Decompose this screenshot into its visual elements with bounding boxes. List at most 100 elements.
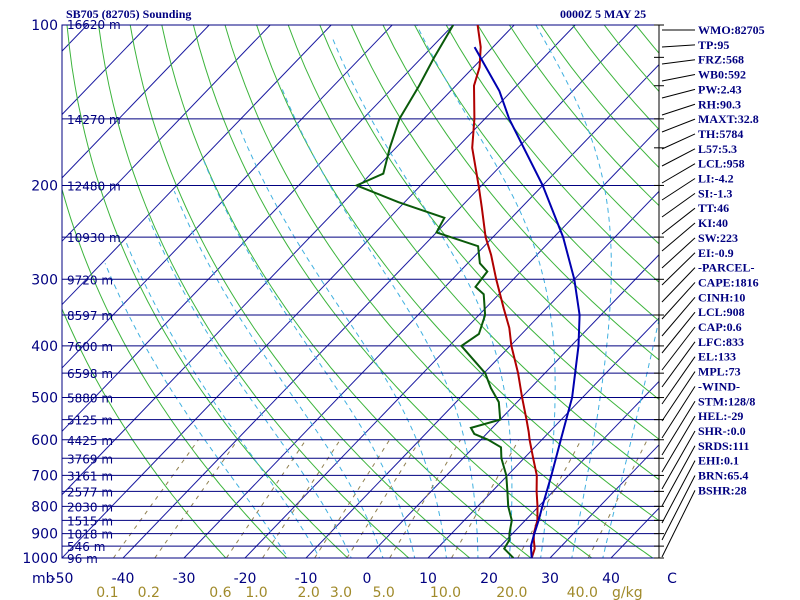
- temperature-tick-label: -50: [51, 571, 74, 587]
- index-leader: [661, 59, 696, 65]
- index-leader: [661, 118, 696, 133]
- index-leader: [661, 192, 696, 218]
- index-panel: WMO:82705TP:95FRZ:568WB0:592PW:2.43RH:90…: [661, 23, 765, 558]
- dry-adiabat: [319, 25, 659, 440]
- index-item: -PARCEL-: [698, 261, 754, 275]
- index-item: SI:-1.3: [698, 186, 732, 200]
- index-leader: [661, 430, 696, 490]
- mixing-ratio-line: [154, 439, 239, 558]
- index-leader: [661, 103, 696, 116]
- dry-adiabat: [98, 25, 410, 558]
- index-leader: [661, 400, 696, 456]
- isotherm: [183, 63, 659, 558]
- mixing-ratio-tick-label: 0.6: [209, 585, 231, 600]
- height-label: 12480 m: [67, 179, 121, 193]
- height-label: 5880 m: [67, 392, 113, 406]
- moist-adiabat: [173, 191, 384, 558]
- index-leader: [661, 326, 696, 371]
- index-item: WB0:592: [698, 68, 746, 82]
- index-item: EL:133: [698, 350, 736, 364]
- index-item: CAPE:1816: [698, 275, 759, 289]
- pressure-tick-label: 1000: [22, 551, 58, 567]
- index-item: TP:95: [698, 38, 729, 52]
- height-label: 546 m: [67, 540, 105, 554]
- index-item: MPL:73: [698, 365, 741, 379]
- mixing-ratio-tick-label: 0.2: [138, 585, 160, 600]
- height-label: 2577 m: [67, 485, 113, 499]
- isotherm: [488, 380, 659, 558]
- index-item: CAP:0.6: [698, 320, 742, 334]
- index-item: TT:46: [698, 201, 729, 215]
- background-grid: [62, 25, 659, 558]
- moist-adiabat: [280, 85, 479, 558]
- mixing-ratio-tick-label: 2.0: [298, 585, 320, 600]
- index-leader: [661, 163, 696, 184]
- index-item: RH:90.3: [698, 97, 741, 111]
- moist-adiabat: [602, 316, 659, 558]
- profiles: [354, 25, 581, 558]
- isotherm: [62, 25, 271, 242]
- index-item: EHI:0.1: [698, 454, 739, 468]
- index-leader: [661, 252, 696, 286]
- height-label: 9720 m: [67, 273, 113, 287]
- mixing-ratio-line: [587, 439, 648, 558]
- index-leader: [661, 133, 696, 150]
- index-leader: [661, 237, 696, 269]
- pressure-tick-label: 900: [31, 527, 58, 543]
- parcel-profile: [473, 46, 581, 558]
- temperature-tick-label: 30: [541, 571, 559, 587]
- top-height-label: 16620 m: [67, 18, 121, 32]
- station-title: SB705 (82705) Sounding: [66, 7, 191, 21]
- pressure-tick-label: 800: [31, 499, 58, 515]
- dry-adiabat: [508, 25, 659, 207]
- isotherm: [62, 25, 393, 369]
- moist-adiabat: [148, 217, 352, 558]
- index-item: L57:5.3: [698, 142, 737, 156]
- sounding-time: 0000Z 5 MAY 25: [560, 7, 646, 21]
- index-leader: [661, 44, 696, 48]
- index-item: PW:2.43: [698, 82, 742, 96]
- gkg-unit-label: g/kg: [612, 585, 643, 600]
- index-item: HEL:-29: [698, 409, 743, 423]
- mixing-ratio-line: [314, 439, 391, 558]
- isotherm: [305, 190, 659, 558]
- height-label: 14270 m: [67, 113, 121, 127]
- index-item: SW:223: [698, 231, 738, 245]
- mb-unit-label: mb: [32, 571, 55, 587]
- index-leader: [661, 148, 696, 167]
- moist-adiabat: [331, 36, 513, 558]
- isotherm: [62, 25, 515, 496]
- mixing-ratio-tick-label: 0.1: [96, 585, 118, 600]
- dry-adiabat: [382, 25, 659, 361]
- isotherm: [122, 25, 637, 558]
- index-leader: [661, 282, 696, 320]
- dry-adiabat: [62, 187, 288, 558]
- height-label: 1515 m: [67, 514, 113, 528]
- index-leader: [661, 222, 696, 252]
- height-label: 3161 m: [67, 469, 113, 483]
- wind-barbs: [654, 24, 664, 559]
- index-item: -WIND-: [698, 379, 740, 393]
- isotherm: [62, 25, 332, 306]
- dry-adiabat: [62, 307, 227, 558]
- index-leader: [661, 460, 696, 524]
- index-leader: [661, 207, 696, 235]
- mixing-ratio-line: [262, 439, 341, 558]
- index-item: LCL:908: [698, 305, 745, 319]
- pressure-tick-label: 500: [31, 391, 58, 407]
- index-item: CINH:10: [698, 290, 745, 304]
- moist-adiabat: [104, 263, 289, 558]
- moist-adiabat: [238, 126, 447, 558]
- height-label: 6598 m: [67, 367, 113, 381]
- index-item: LCL:958: [698, 157, 745, 171]
- temperature-tick-label: -10: [295, 571, 318, 587]
- temperature-tick-label: -40: [112, 571, 135, 587]
- temperature-tick-label: C: [667, 571, 677, 587]
- pressure-tick-label: 700: [31, 468, 58, 484]
- temperature-tick-label: 20: [480, 571, 498, 587]
- isotherm: [549, 444, 659, 558]
- height-label: 4425 m: [67, 434, 113, 448]
- mixing-ratio-tick-label: 1.0: [245, 585, 267, 600]
- dry-adiabat: [287, 25, 659, 481]
